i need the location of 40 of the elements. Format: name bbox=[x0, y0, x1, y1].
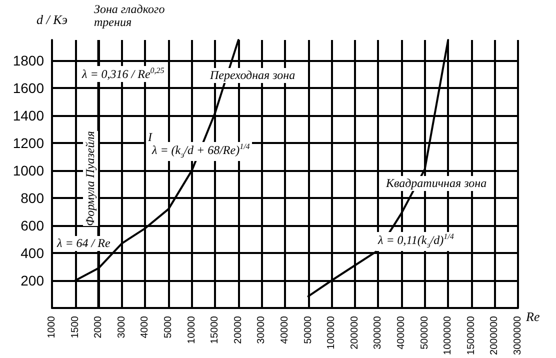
y-tick-label: 800 bbox=[20, 190, 44, 206]
x-tick-label: 10000 bbox=[186, 316, 198, 344]
y-tick-label: 200 bbox=[20, 272, 44, 289]
annotation: λ = 0,11(k$_{э}$/d)$^{1/4}$ bbox=[376, 232, 456, 252]
y-tick-label: 1200 bbox=[12, 135, 44, 152]
x-tick-label: 400000 bbox=[396, 316, 407, 350]
annotation: I bbox=[146, 130, 154, 146]
x-tick-label: 1500 bbox=[70, 316, 81, 338]
annotation: λ = (k$_{э}$/d + 68/Re)$^{1/4}$ bbox=[150, 142, 252, 162]
ref-line-label: Формула Пуазейля bbox=[82, 131, 98, 226]
x-tick-label: 15000 bbox=[210, 316, 221, 344]
y-tick-label: 400 bbox=[20, 245, 44, 262]
annotation: Переходная зона bbox=[208, 68, 298, 84]
y-axis-title: d / Kэ bbox=[36, 12, 68, 27]
y-tick-label: 1800 bbox=[12, 52, 44, 69]
annotation: λ = 0,316 / Re$^{0,25}$ bbox=[80, 66, 166, 82]
annotation: Квадратичная зона bbox=[384, 176, 489, 192]
x-tick-label: 2000000 bbox=[489, 316, 500, 355]
x-tick-label: 3000 bbox=[116, 316, 128, 338]
x-tick-label: 2000 bbox=[93, 316, 104, 338]
y-tick-label: 1600 bbox=[12, 80, 44, 96]
text: Зона гладкого трения bbox=[93, 2, 166, 30]
x-tick-label: 1500000 bbox=[466, 316, 477, 355]
y-tick-label: 600 bbox=[20, 218, 44, 234]
y-tick-label: 1000 bbox=[12, 162, 44, 179]
y-tick-label: 1400 bbox=[12, 108, 44, 124]
x-tick-label: 1000000 bbox=[442, 316, 454, 355]
x-tick-label: 30000 bbox=[256, 316, 268, 344]
x-tick-label: 3000000 bbox=[512, 316, 524, 355]
x-tick-label: 4000 bbox=[140, 316, 151, 338]
x-tick-label: 100000 bbox=[326, 316, 338, 350]
x-tick-label: 5000 bbox=[163, 316, 174, 338]
annotation: λ = 64 / Re bbox=[55, 236, 112, 252]
x-axis-title: Re bbox=[525, 309, 540, 324]
x-tick-label: 200000 bbox=[349, 316, 360, 350]
x-tick-label: 20000 bbox=[232, 316, 244, 344]
x-tick-label: 500000 bbox=[419, 316, 430, 350]
x-tick-label: 300000 bbox=[372, 316, 384, 350]
x-tick-label: 40000 bbox=[280, 316, 290, 344]
x-tick-label: 50000 bbox=[302, 316, 314, 344]
